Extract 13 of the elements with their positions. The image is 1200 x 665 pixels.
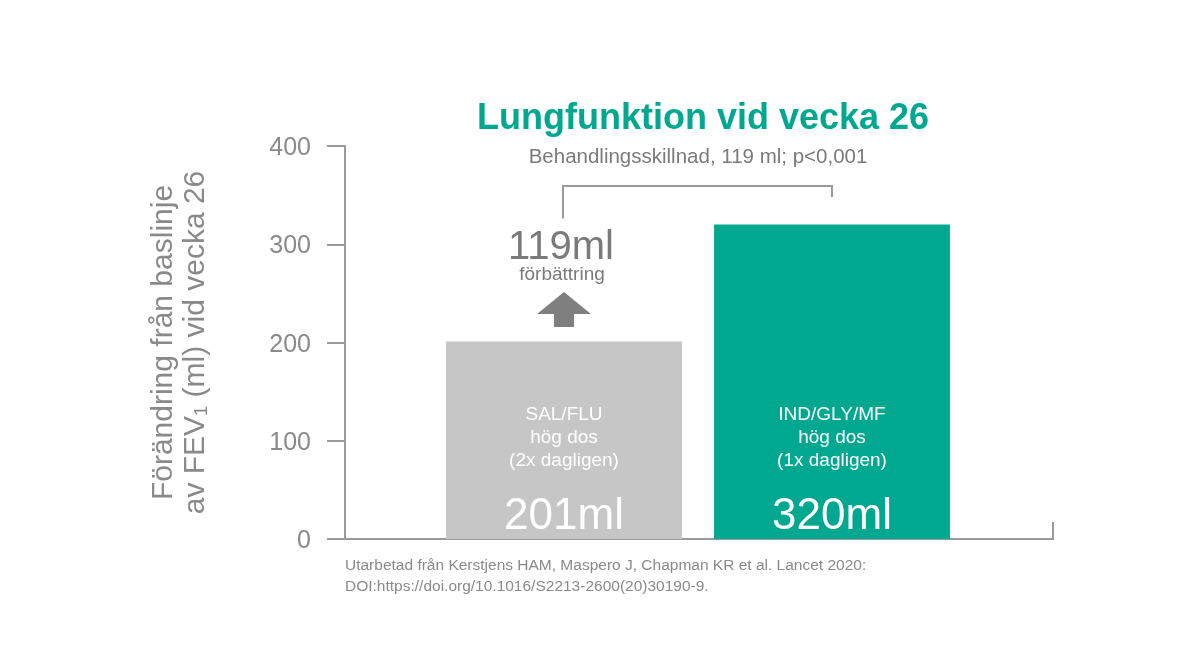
x-tick-label: IND/GLY/MF hög dos (1x dagligen) [777, 403, 887, 470]
y-tick-label: 300 [269, 230, 311, 259]
y-axis-title: Förändring från baslinje av FEV₁ (ml) vid vecka 26 [144, 170, 210, 515]
data-label: 201ml [504, 488, 624, 538]
chart-title: Lungfunktion vid vecka 26 [476, 95, 930, 137]
data-label: 320ml [772, 488, 892, 538]
y-tick-label: 400 [269, 132, 311, 160]
y-tick-label: 100 [269, 426, 311, 455]
text: Utarbetad från Kerstjens HAM, Maspero J, Chapman KR et al. Lancet 2020: DOI:https://doi.org/10.1016/S2213-2600(20)30190-9. [345, 556, 867, 594]
x-tick-label: SAL/FLU hög dos (2x dagligen) [509, 403, 619, 470]
y-tick-label: 0 [297, 525, 311, 553]
annotation: Behandlingsskillnad, 119 ml; p<0,001 [528, 143, 868, 167]
y-tick-label: 200 [269, 328, 311, 357]
